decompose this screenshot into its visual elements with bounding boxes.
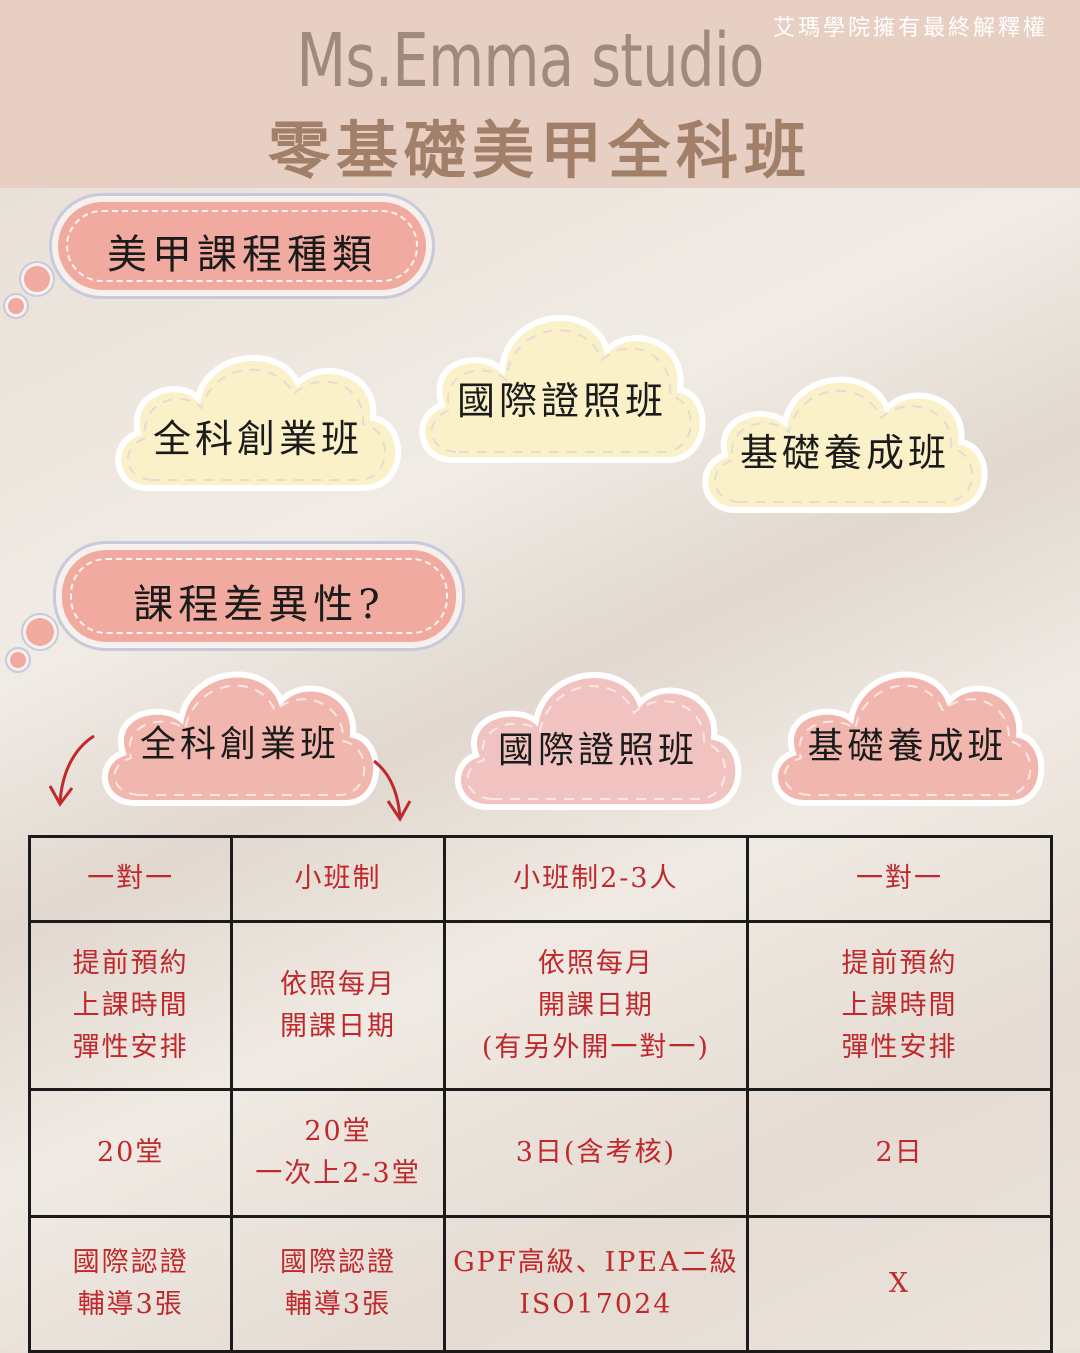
table-cell: GPF高級、IPEA二級 ISO17024 [442,1215,750,1353]
cell-line: 上課時間 [72,989,189,1021]
header-banner: 艾瑪學院擁有最終解釋權 Ms.Emma studio 零基礎美甲全科班 [0,0,1080,188]
cloud-shape [771,671,1045,806]
compare-header-label: 國際證照班 [497,730,698,771]
cloud-compare-header-1: 全科創業班 [95,655,385,820]
table-row: 提前預約 上課時間 彈性安排 依照每月 開課日期 依照每月 開課日期 (有另外開… [27,920,1053,1091]
cloud-shape [702,376,988,513]
arrow-left-icon [48,734,95,807]
thought-dot-large [26,618,54,646]
table-cell: 提前預約 上課時間 彈性安排 [746,920,1053,1091]
table-cell: 小班制 [230,835,446,923]
cell-line: ISO17024 [519,1289,673,1320]
course-type-label: 全科創業班 [152,417,363,461]
cloud-shape [454,672,742,810]
cloud-compare-header-3: 基礎養成班 [765,655,1050,820]
cloud-course-type-3: 基礎養成班 [695,360,995,530]
cell-line: 輔導3張 [284,1289,392,1320]
cell-line: 國際認證 [72,1247,189,1278]
cell-line: X [888,1268,911,1299]
course-type-label: 基礎養成班 [739,431,950,475]
cell-line: 彈性安排 [72,1031,189,1063]
table-cell: 小班制2-3人 [442,835,750,923]
cell-line: 提前預約 [841,947,958,979]
cloud-course-type-1: 全科創業班 [108,338,408,518]
cell-line: 一次上2-3堂 [255,1158,421,1189]
thought-dot-large [24,266,50,292]
section-heading-differences: 課程差異性? [62,550,456,642]
table-row: 一對一 小班制 小班制2-3人 一對一 [27,835,1053,923]
table-cell: 2日 [746,1088,1053,1218]
thought-dot-small [10,652,26,668]
cloud-shape [115,355,402,491]
table-cell: 依照每月 開課日期 (有另外開一對一) [442,920,750,1091]
copyright-note: 艾瑪學院擁有最終解釋權 [772,16,1048,41]
cloud-shape [419,315,706,463]
cell-line: 20堂 [304,1116,372,1147]
cell-line: 3日(含考核) [515,1137,676,1168]
cell-line: 依照每月 [537,947,654,979]
table-cell: 20堂 一次上2-3堂 [230,1088,446,1218]
table-cell: 依照每月 開課日期 [230,920,446,1091]
cloud-course-type-2: 國際證照班 [412,300,712,480]
arrow-right-icon [373,759,412,822]
studio-name: Ms.Emma studio [296,18,764,104]
cell-line: (有另外開一對一) [481,1031,710,1063]
table-cell: X [746,1215,1053,1353]
table-row: 國際認證 輔導3張 國際認證 輔導3張 GPF高級、IPEA二級 ISO1702… [27,1215,1053,1353]
section-heading-types-label: 美甲課程種類 [107,232,377,278]
course-type-label: 國際證照班 [456,379,667,423]
compare-header-label: 全科創業班 [139,724,340,765]
compare-header-label: 基礎養成班 [807,726,1008,767]
cell-line: 20堂 [96,1137,165,1168]
table-cell: 提前預約 上課時間 彈性安排 [27,920,234,1091]
cell-line: 提前預約 [72,947,189,979]
cell-line: 彈性安排 [841,1031,958,1063]
cell-line: 輔導3張 [77,1289,184,1320]
thought-dot-small [8,298,24,314]
table-cell: 3日(含考核) [442,1088,750,1218]
cell-line: 2日 [875,1137,924,1168]
table-row: 20堂 20堂 一次上2-3堂 3日(含考核) 2日 [27,1088,1053,1218]
cloud-shape [101,671,379,806]
cloud-compare-header-2: 國際證照班 [448,655,748,825]
comparison-table: 一對一 小班制 小班制2-3人 一對一 提前預約 上課時間 彈性安排 依照每月 … [27,835,1053,1353]
cell-line: 依照每月 [280,968,396,1000]
table-cell: 國際認證 輔導3張 [230,1215,446,1353]
table-cell: 20堂 [27,1088,234,1218]
table-cell: 一對一 [27,835,234,923]
cell-line: 上課時間 [841,989,958,1021]
section-heading-types: 美甲課程種類 [58,202,426,290]
table-cell: 一對一 [746,835,1053,923]
cell-line: 國際認證 [280,1247,396,1278]
table-cell: 國際認證 輔導3張 [27,1215,234,1353]
page-title: 零基礎美甲全科班 [267,114,812,187]
cell-line: 開課日期 [537,989,654,1021]
section-heading-differences-label: 課程差異性? [133,582,385,628]
cell-line: 開課日期 [280,1010,396,1042]
cell-line: GPF高級、IPEA二級 [453,1247,739,1278]
